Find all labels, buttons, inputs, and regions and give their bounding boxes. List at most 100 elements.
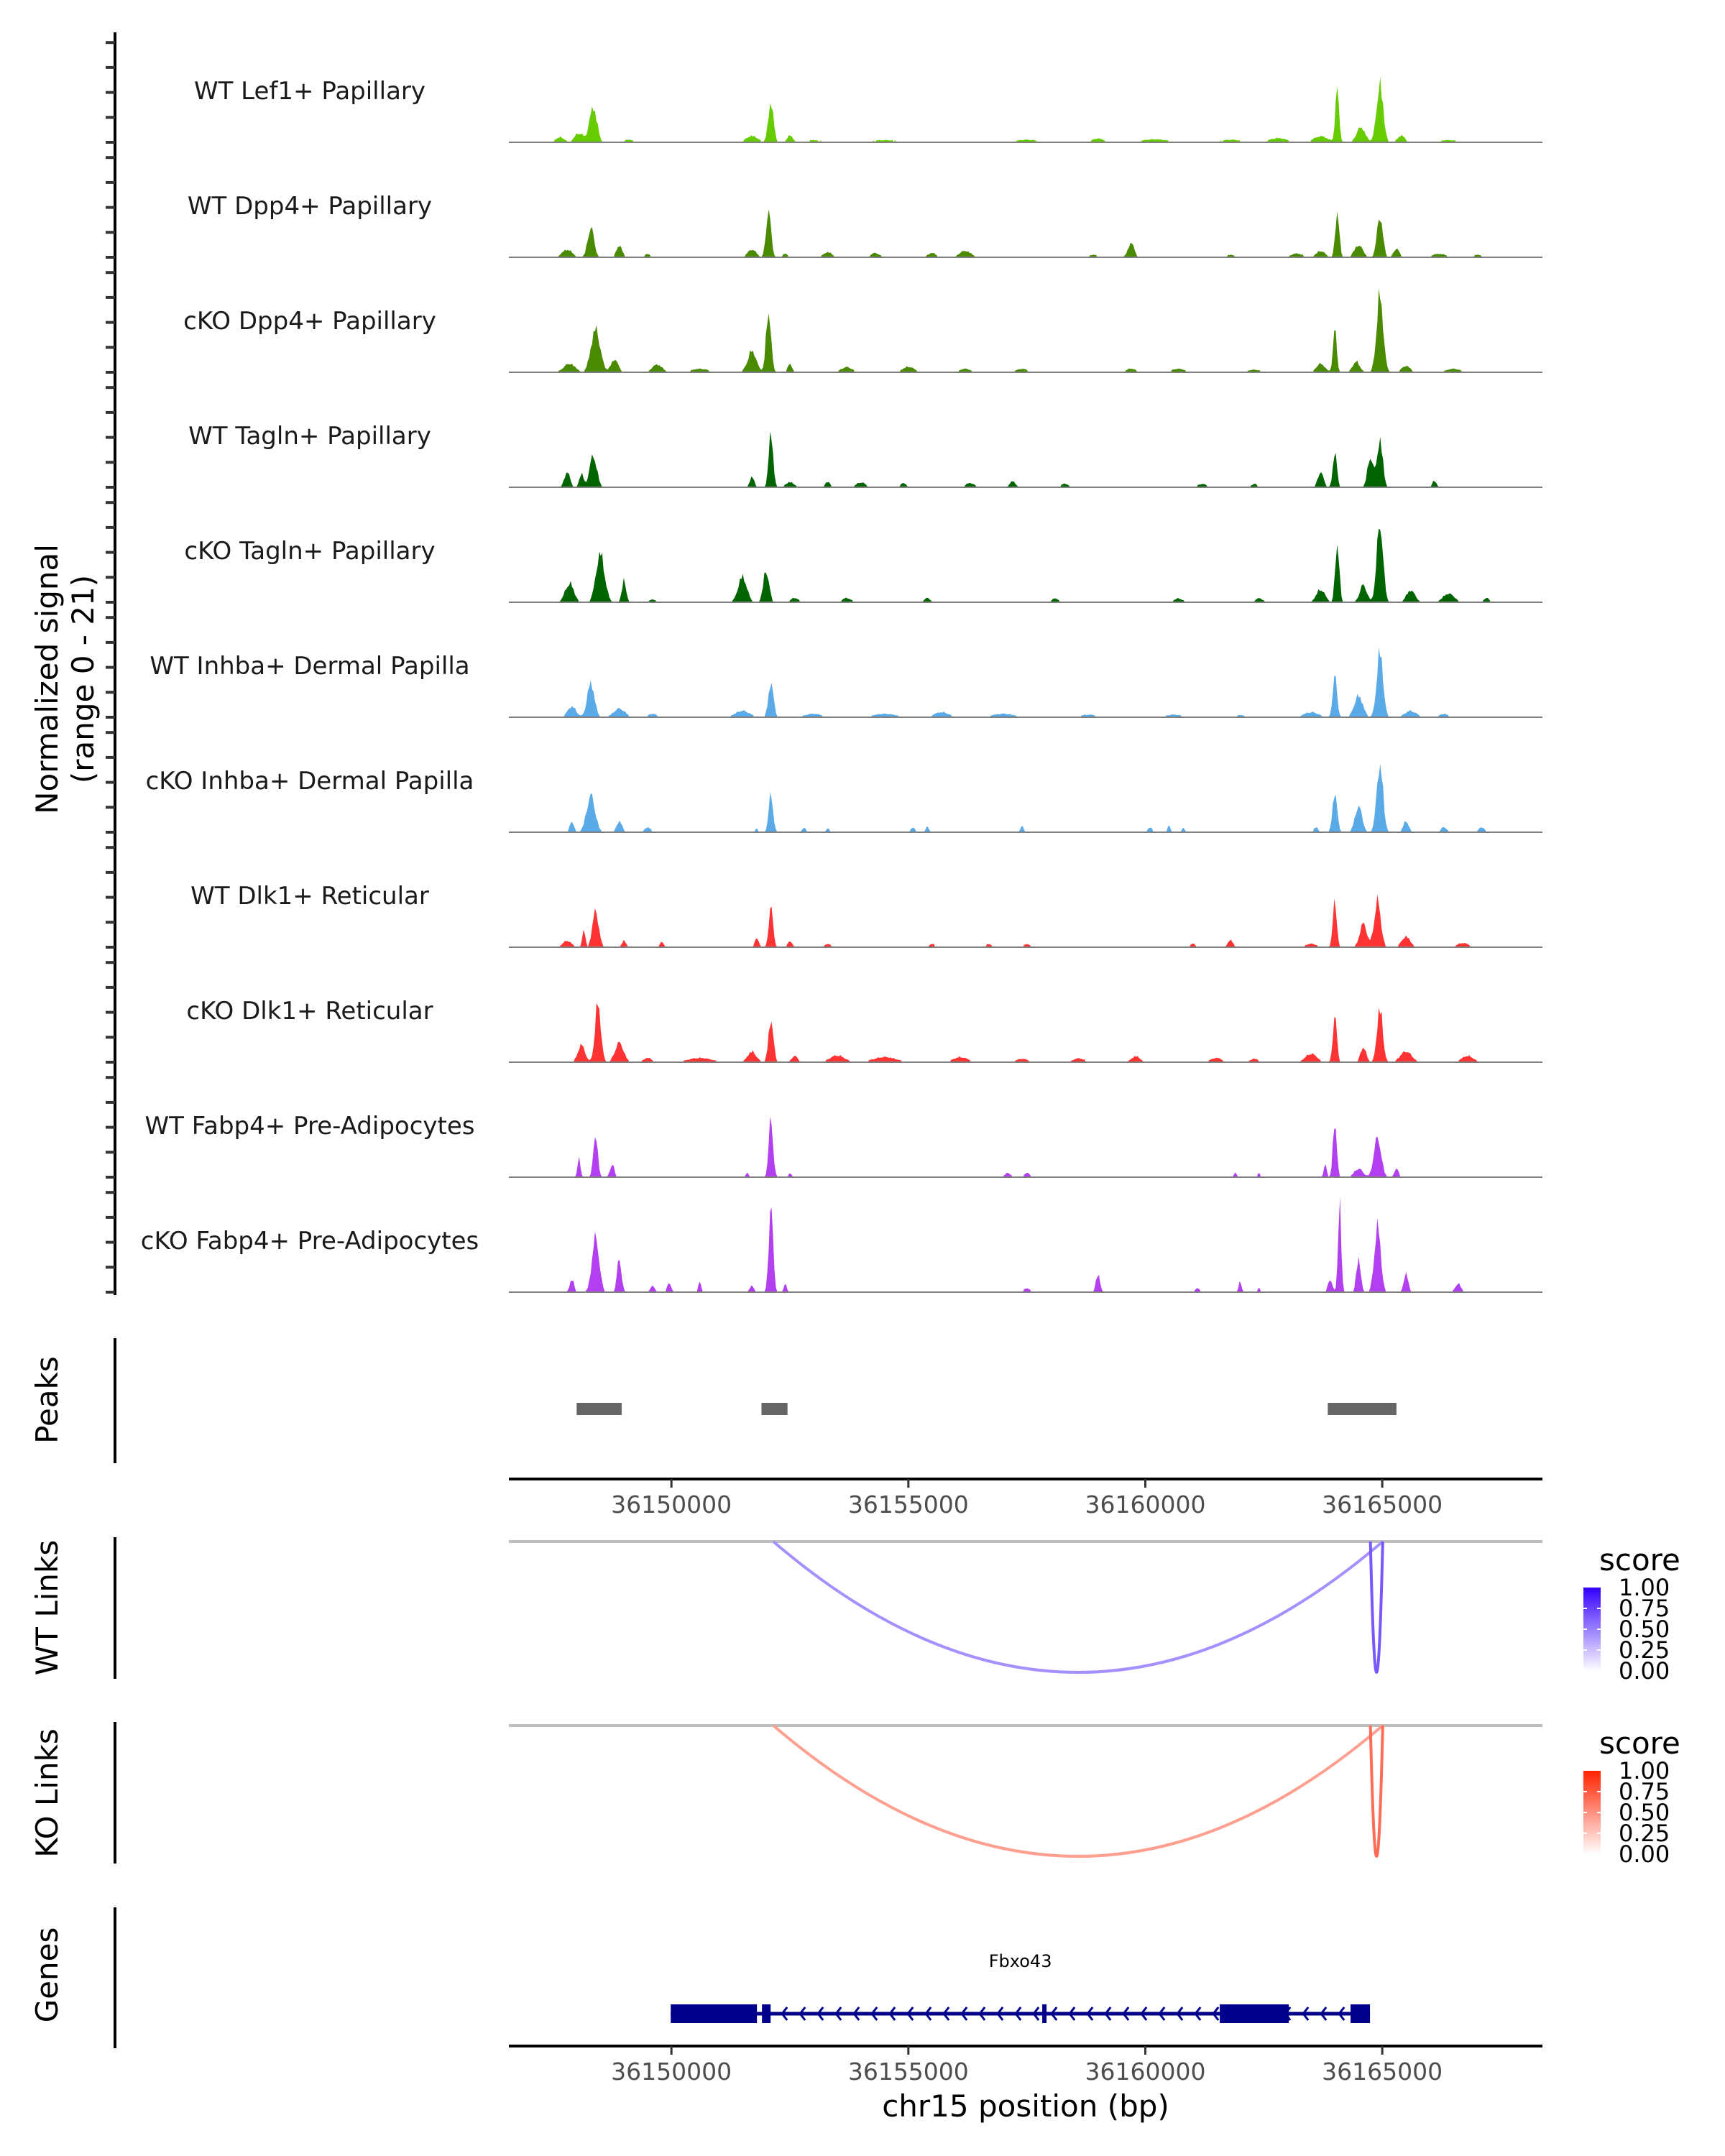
coverage-area [509,894,1542,947]
x-tick-label: 36150000 [611,2058,732,2086]
strand-arrow [816,2007,824,2021]
coverage-track: WT Dlk1+ Reticular [190,882,1542,948]
coverage-area [509,431,1542,487]
coverage-track: WT Inhba+ Dermal Papilla [150,648,1542,718]
genes-panel-title: Genes [29,1927,65,2023]
track-label: cKO Fabp4+ Pre-Adipocytes [141,1227,479,1256]
legend-tick-label: 0.00 [1619,1657,1670,1685]
peak-region [1328,1403,1397,1415]
strand-arrow [1014,2007,1022,2021]
strand-arrow [834,2007,842,2021]
strand-arrow [1104,2007,1112,2021]
coverage-track: cKO Tagln+ Papillary [184,528,1542,603]
coverage-track: cKO Fabp4+ Pre-Adipocytes [141,1196,1542,1293]
coverage-tracks: WT Lef1+ Papillary WT Dpp4+ Papillary cKO … [141,76,1542,1293]
peak-regions [576,1403,1397,1415]
coverage-track: WT Tagln+ Papillary [188,422,1542,488]
strand-arrow [960,2007,968,2021]
strand-arrow [1068,2007,1076,2021]
track-label: cKO Tagln+ Papillary [184,537,435,566]
legend-tick-label: 1.00 [1619,1757,1670,1784]
peaks-panel-title: Peaks [29,1356,65,1444]
strand-arrow [888,2007,896,2021]
strand-arrow [978,2007,986,2021]
strand-arrow [942,2007,950,2021]
strand-arrow [1158,2007,1166,2021]
strand-arrow [1194,2007,1202,2021]
coverage-area [509,76,1542,142]
gene-model: Fbxo43 [671,1951,1371,2023]
track-label: cKO Inhba+ Dermal Papilla [146,767,474,796]
track-label: WT Lef1+ Papillary [194,77,426,106]
y-axis-ticks [106,41,115,1294]
coverage-track: cKO Inhba+ Dermal Papilla [146,763,1542,833]
x-tick-label: 36160000 [1085,1491,1205,1519]
y-axis-title: Normalized signal (range 0 - 21) [29,544,101,814]
legend-title: score [1599,1542,1680,1577]
track-label: cKO Dlk1+ Reticular [186,997,433,1026]
strand-arrow [1176,2007,1184,2021]
gene-exon [762,2004,771,2023]
legend-tick-label: 0.50 [1619,1616,1670,1643]
strand-arrow [799,2007,806,2021]
x-tick-label: 36155000 [848,1491,969,1519]
legend-tick-label: 0.50 [1619,1799,1670,1826]
strand-arrow [781,2007,788,2021]
strand-arrow [1302,2007,1310,2021]
track-label: WT Dpp4+ Papillary [188,192,432,221]
x-tick-label: 36165000 [1322,2058,1443,2086]
x-axis-title: chr15 position (bp) [882,2088,1169,2124]
legend-tick-label: 1.00 [1619,1574,1670,1601]
track-label: WT Tagln+ Papillary [188,422,431,451]
legend-tick-label: 0.75 [1619,1595,1670,1622]
link-arc [1368,1725,1384,1858]
coverage-area [509,288,1542,372]
x-tick-label: 36160000 [1085,2058,1205,2086]
strand-arrow [1338,2007,1346,2021]
gene-models: Fbxo43 [671,1951,1371,2023]
strand-arrow [1050,2007,1058,2021]
x-tick-label: 36155000 [848,2058,969,2086]
track-label: cKO Dpp4+ Papillary [183,307,436,336]
strand-arrow [924,2007,932,2021]
coverage-area [509,763,1542,832]
coverage-track: WT Dpp4+ Papillary [188,192,1542,258]
gene-exon [671,2004,758,2023]
strand-arrow [906,2007,914,2021]
peak-region [576,1403,622,1415]
link-arc [772,1540,1384,1674]
coverage-track: cKO Dpp4+ Papillary [183,288,1542,373]
coverage-track: WT Lef1+ Papillary [194,76,1542,143]
link-arc [772,1724,1384,1858]
track-label: WT Dlk1+ Reticular [190,882,429,911]
peak-region [761,1403,788,1415]
gene-exon [1042,2004,1047,2023]
track-label: WT Fabp4+ Pre-Adipocytes [145,1112,475,1141]
links-panel-title: KO Links [29,1728,65,1858]
link-arc [1368,1541,1384,1674]
gene-name: Fbxo43 [989,1951,1052,1971]
coverage-area [509,1003,1542,1062]
peaks-panel: Peaks [29,1338,1397,1463]
strand-arrow [852,2007,860,2021]
strand-arrow [870,2007,878,2021]
gene-exon [1220,2004,1289,2023]
strand-arrow [1212,2007,1220,2021]
coverage-area [509,528,1542,602]
strand-arrow [1122,2007,1130,2021]
x-axis-bottom: 36150000 36155000 36160000 36165000 [509,2045,1542,2086]
strand-arrow [1086,2007,1094,2021]
legend-title: score [1599,1726,1680,1761]
coverage-track: WT Fabp4+ Pre-Adipocytes [145,1112,1542,1178]
x-axis-top: 36150000 36155000 36160000 36165000 [509,1478,1542,1519]
x-tick-label: 36165000 [1322,1491,1443,1519]
legend-tick-label: 0.25 [1619,1636,1670,1664]
coverage-area [509,1196,1542,1292]
coverage-area [509,648,1542,717]
track-label: WT Inhba+ Dermal Papilla [150,652,469,681]
strand-arrow [1032,2007,1040,2021]
